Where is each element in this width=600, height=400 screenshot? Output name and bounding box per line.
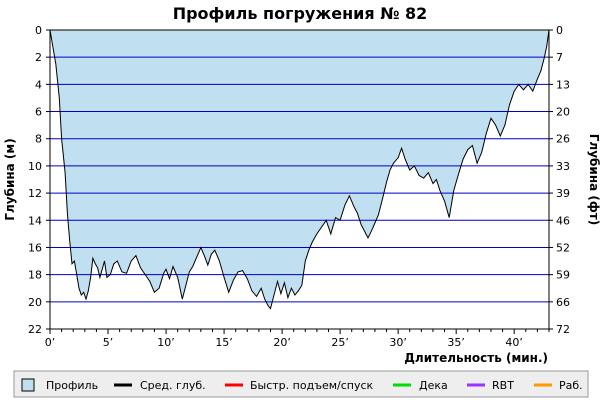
x-tick-label: 25’ [331,336,349,349]
x-tick-label: 10’ [157,336,175,349]
y-tick-label: 20 [28,296,42,309]
y2-tick-label: 46 [556,214,570,227]
legend-label: Раб. [559,379,583,392]
y2-tick-label: 20 [556,106,570,119]
x-tick-label: 20’ [273,336,291,349]
legend-items: Профиль Сред. глуб. Быстр. подъем/спуск Дек… [21,378,583,392]
y-tick-label: 2 [35,51,42,64]
x-tick-label: 5’ [103,336,114,349]
y2-tick-label: 7 [556,51,563,64]
y-tick-label: 18 [28,269,42,282]
x-tick-label: 15’ [215,336,233,349]
profile-line [49,29,550,310]
x-tick-label: 30’ [389,336,407,349]
x-tick-label: 35’ [447,336,465,349]
y-tick-label: 16 [28,241,42,254]
y2-tick-label: 39 [556,187,570,200]
y-tick-label: 22 [28,323,42,336]
x-tick-label: 40’ [505,336,523,349]
profile-area [50,30,549,309]
y-tick-label: 0 [35,24,42,37]
y2-tick-label: 13 [556,78,570,91]
legend: Профиль Сред. глуб. Быстр. подъем/спуск Дек… [13,370,589,398]
legend-label: Быстр. подъем/спуск [250,379,374,392]
y-axis-right-ticks: 0 7 13 20 26 33 39 46 52 59 66 72 [549,24,570,336]
legend-box [13,370,589,398]
legend-label: Сред. глуб. [140,379,206,392]
legend-label: Профиль [46,379,98,392]
legend-label: RBT [492,379,514,392]
y2-tick-label: 72 [556,323,570,336]
x-axis-ticks: 0’ 5’ 10’ 15’ 20’ 25’ 30’ 35’ 40’ [45,329,550,349]
x-tick-label: 0’ [45,336,56,349]
chart-title: Профиль погружения № 82 [173,4,428,23]
y-tick-label: 14 [28,214,42,227]
legend-swatch-box [21,378,35,392]
plot-area [49,29,550,330]
y-tick-label: 10 [28,160,42,173]
grid-lines [50,56,549,303]
y-axis-right-label: Глубина (фт) [587,134,600,225]
y2-tick-label: 59 [556,269,570,282]
y2-tick-label: 33 [556,160,570,173]
y-axis-left-ticks: 0 2 4 6 8 10 12 14 16 18 20 22 [28,24,50,336]
y-axis-left-label: Глубина (м) [3,138,17,220]
y-tick-label: 12 [28,187,42,200]
y2-tick-label: 26 [556,133,570,146]
y-tick-label: 8 [35,133,42,146]
y-tick-label: 4 [35,78,42,91]
plot-frame [49,29,550,330]
y2-tick-label: 52 [556,241,570,254]
y-tick-label: 6 [35,106,42,119]
legend-label: Дека [419,379,448,392]
y2-tick-label: 0 [556,24,563,37]
x-axis-label: Длительность (мин.) [404,351,548,365]
y2-tick-label: 66 [556,296,570,309]
